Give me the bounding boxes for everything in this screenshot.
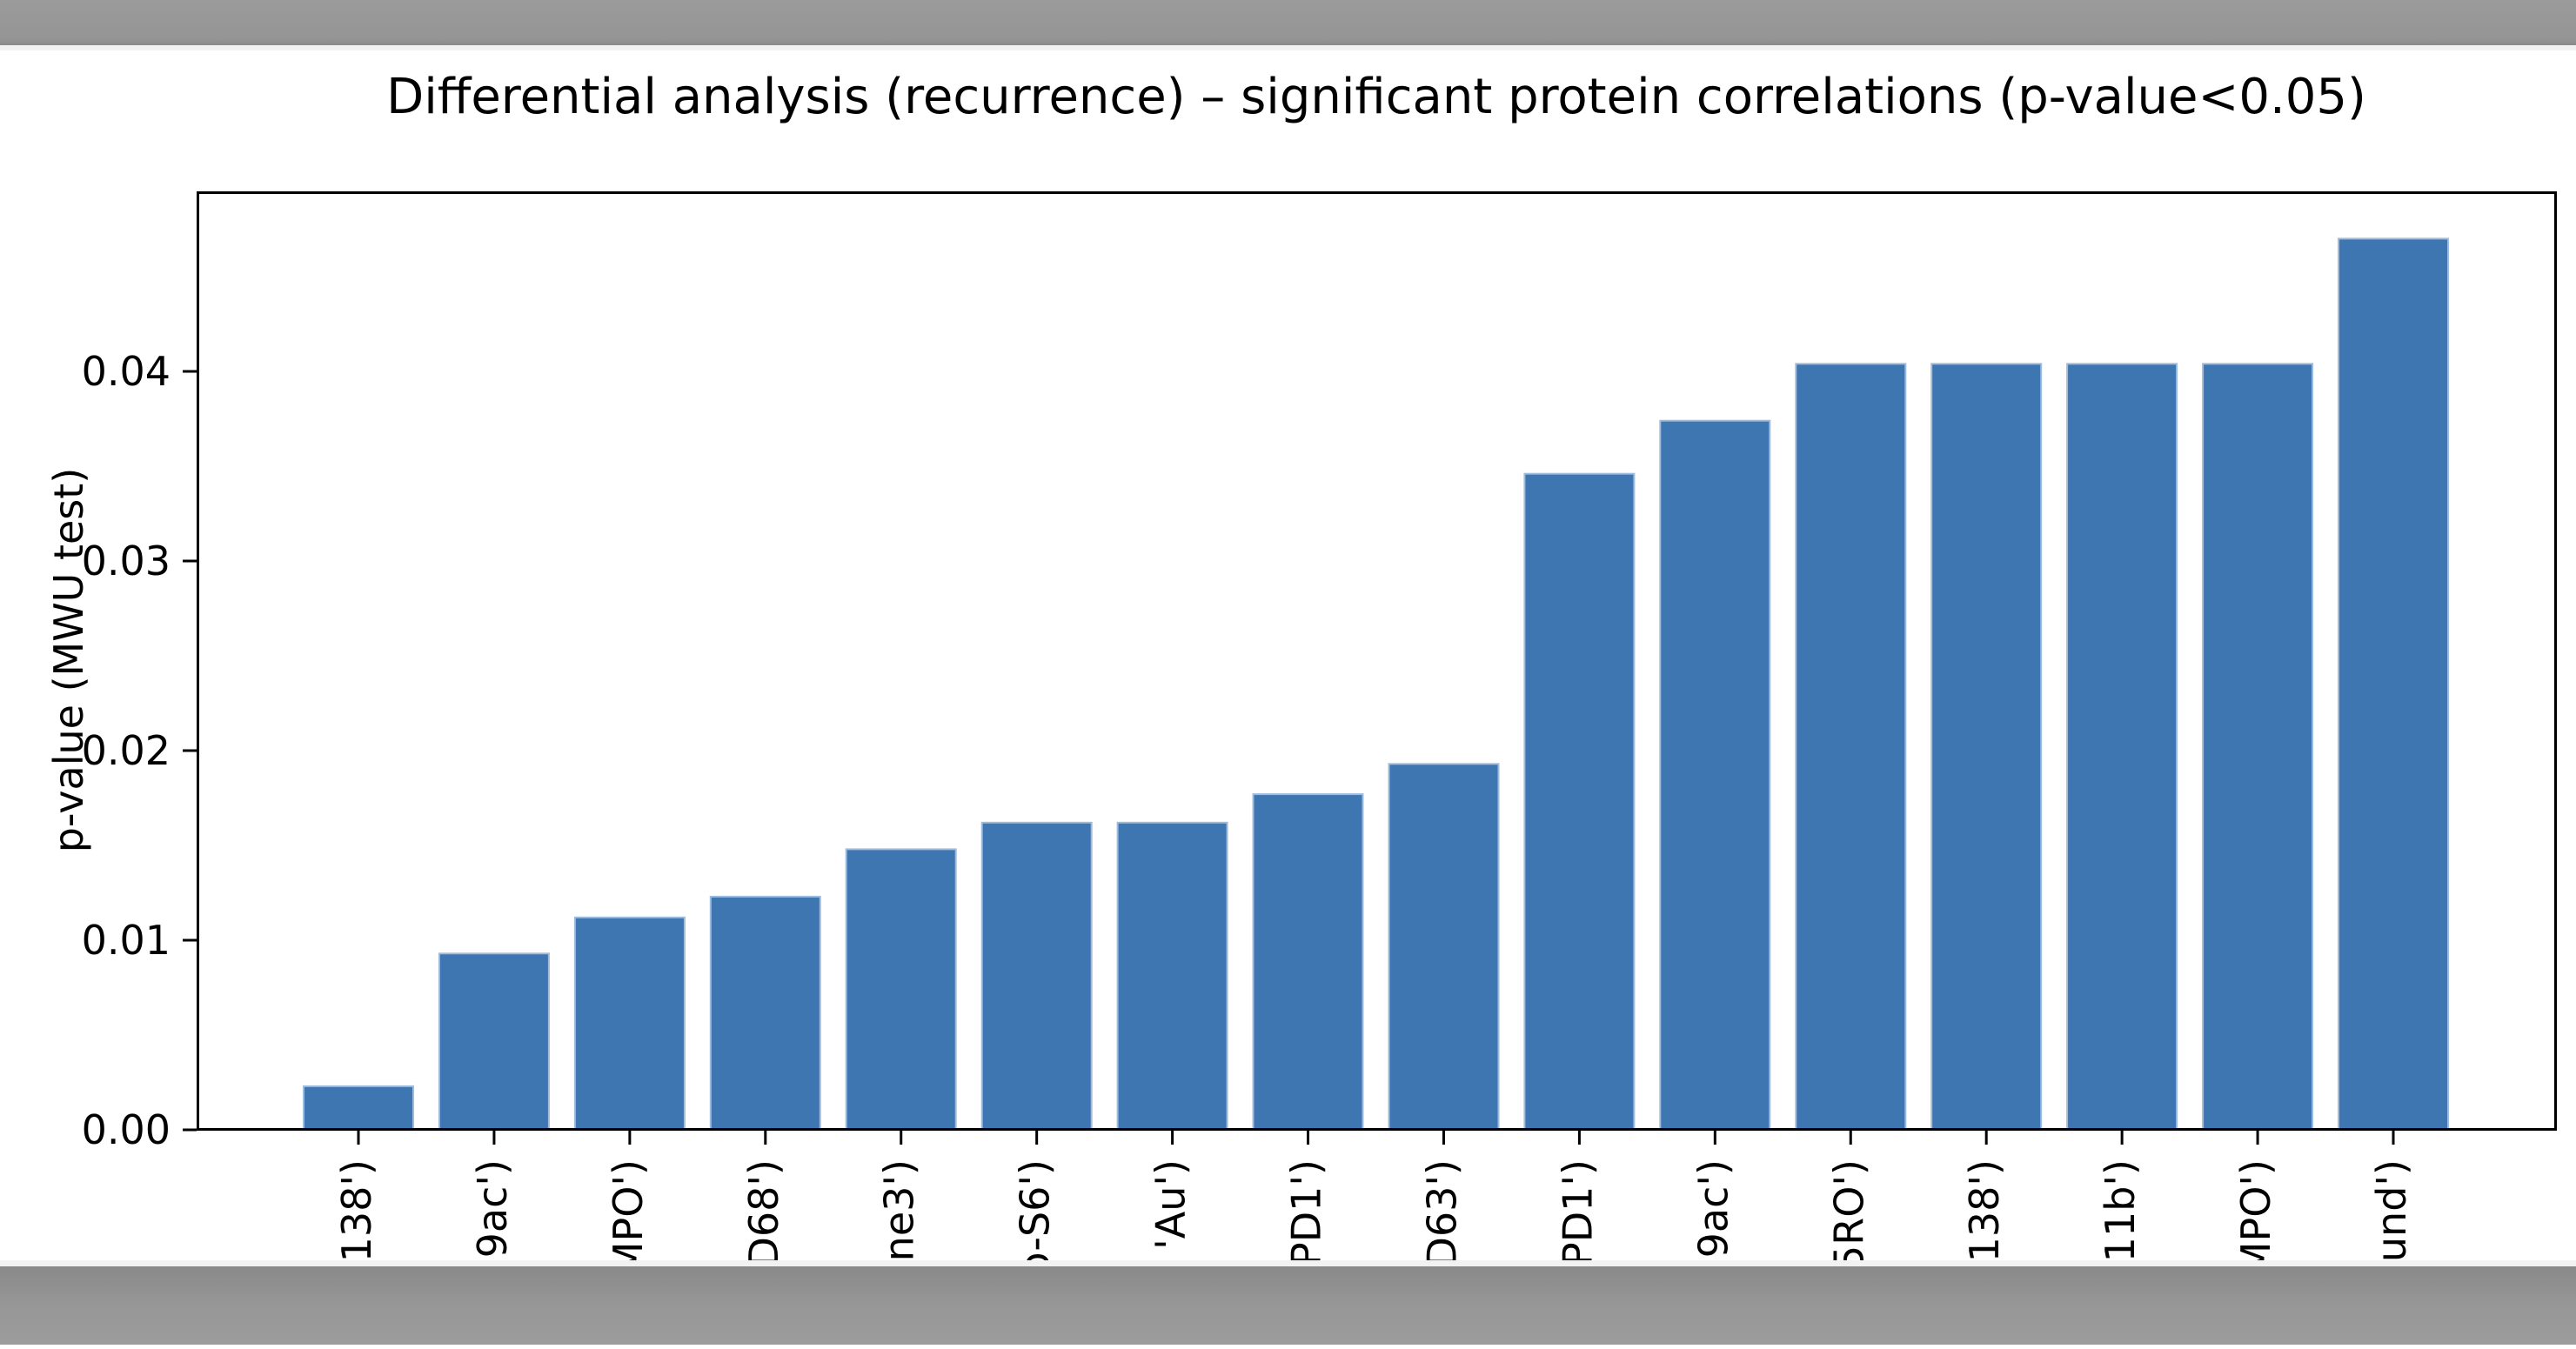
bar xyxy=(303,1085,414,1132)
x-tick-label: 11b') xyxy=(2097,1159,2144,1262)
y-ticks-group xyxy=(183,370,197,1132)
y-tick-label: 0.04 xyxy=(82,348,171,395)
x-tick-label: 5RO') xyxy=(1825,1159,1872,1271)
plot-border xyxy=(197,191,2557,1131)
chart-title: Differential analysis (recurrence) – sig… xyxy=(386,69,2366,125)
y-axis-label: p-value (MWU test) xyxy=(45,468,92,853)
x-tick-labels-group: 138') 9ac') MPO') D68') ne3') o-S6') 'Au') PD1'… xyxy=(333,1159,2415,1277)
y-tick-label: 0.03 xyxy=(82,538,171,584)
x-tick-label: und') xyxy=(2368,1159,2415,1262)
bar xyxy=(1523,472,1636,1131)
x-tick-label: 'Au') xyxy=(1147,1159,1194,1250)
x-ticks-group xyxy=(357,1130,2395,1145)
bar xyxy=(1252,793,1364,1131)
y-tick-label: 0.02 xyxy=(82,727,171,774)
x-tick-label: PD1') xyxy=(1283,1159,1330,1266)
bar xyxy=(573,916,686,1132)
top-light-strip xyxy=(0,45,2576,50)
x-tick-label: PD1') xyxy=(1554,1159,1601,1266)
x-tick-label: MPO') xyxy=(2232,1159,2279,1276)
x-tick-label: 138') xyxy=(333,1159,380,1262)
bar xyxy=(438,952,550,1132)
bar xyxy=(709,895,821,1132)
bar xyxy=(1930,363,2043,1131)
top-gray-band xyxy=(0,0,2576,45)
bar xyxy=(1116,821,1228,1131)
x-tick-label: o-S6') xyxy=(1012,1159,1059,1277)
bottom-light-strip xyxy=(0,1260,2576,1266)
x-tick-label: 9ac') xyxy=(469,1159,516,1258)
bar xyxy=(845,848,957,1132)
bar xyxy=(1388,763,1500,1131)
x-tick-label: 138') xyxy=(1961,1159,2008,1262)
bar xyxy=(2338,237,2449,1131)
y-tick-labels-group: 0.00 0.01 0.02 0.03 0.04 xyxy=(82,348,171,1153)
x-tick-label: D63') xyxy=(1418,1159,1465,1268)
bar xyxy=(980,821,1093,1131)
y-tick-label: 0.01 xyxy=(82,917,171,964)
bars-group xyxy=(303,237,2449,1132)
bar xyxy=(1795,363,1907,1131)
bar xyxy=(2066,363,2178,1131)
y-tick-label: 0.00 xyxy=(82,1106,171,1153)
bar xyxy=(1659,419,1771,1131)
x-tick-label: MPO') xyxy=(605,1159,652,1276)
x-tick-label: 9ac') xyxy=(1689,1159,1736,1258)
x-tick-label: ne3') xyxy=(876,1159,923,1261)
x-tick-label: D68') xyxy=(740,1159,787,1268)
bottom-gray-band xyxy=(0,1266,2576,1345)
bar xyxy=(2202,363,2314,1131)
